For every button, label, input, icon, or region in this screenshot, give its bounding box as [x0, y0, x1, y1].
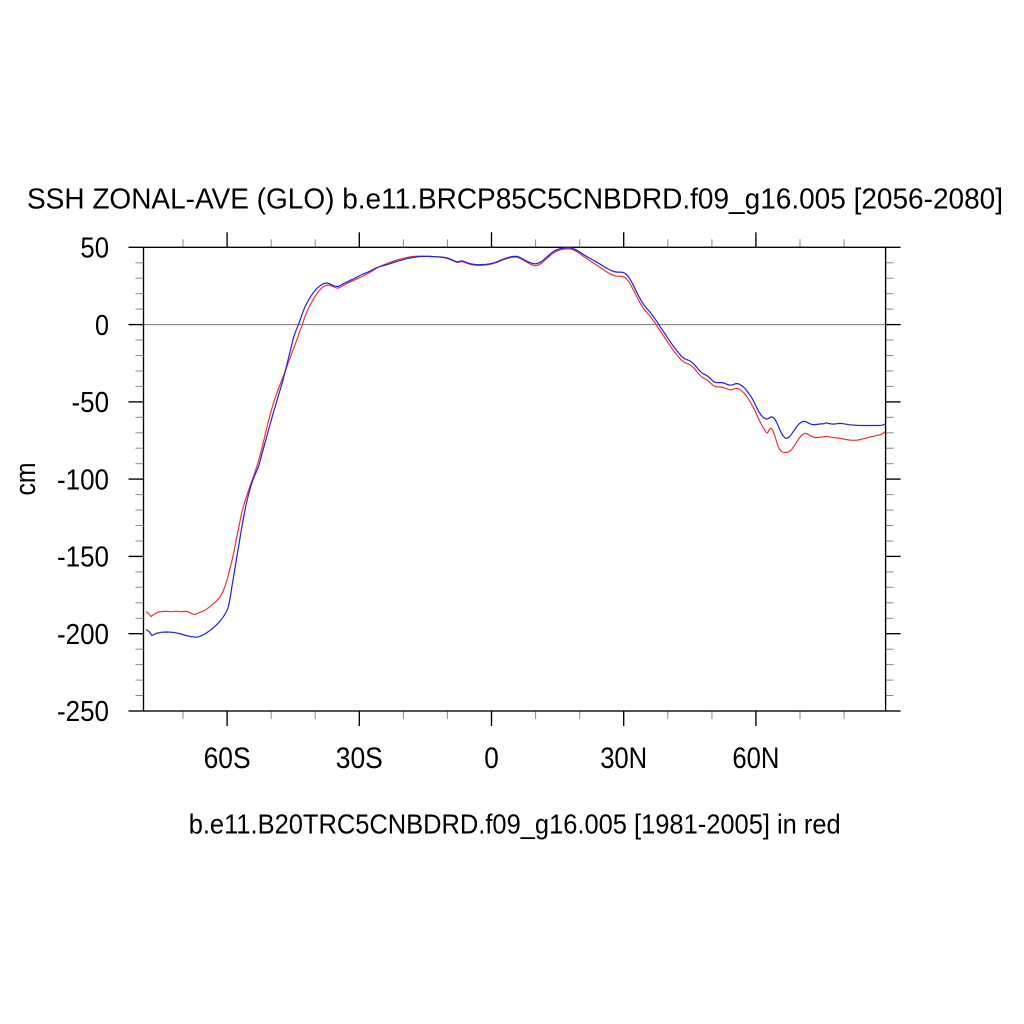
svg-text:cm: cm [10, 463, 42, 496]
svg-text:30N: 30N [600, 742, 647, 775]
svg-text:-200: -200 [57, 619, 109, 651]
svg-text:50: 50 [80, 233, 109, 265]
svg-text:-250: -250 [57, 696, 109, 728]
svg-text:b.e11.B20TRC5CNBDRD.f09_g16.00: b.e11.B20TRC5CNBDRD.f09_g16.005 [1981-20… [189, 808, 841, 839]
svg-text:-50: -50 [72, 387, 110, 419]
svg-text:60N: 60N [732, 742, 779, 775]
svg-text:SSH ZONAL-AVE (GLO) b.e11.BRCP: SSH ZONAL-AVE (GLO) b.e11.BRCP85C5CNBDRD… [27, 184, 1003, 216]
svg-text:60S: 60S [204, 742, 251, 775]
svg-text:30S: 30S [336, 742, 383, 775]
svg-text:0: 0 [484, 742, 499, 775]
svg-text:-150: -150 [57, 542, 109, 574]
svg-text:0: 0 [95, 310, 109, 342]
svg-text:-100: -100 [57, 464, 109, 496]
